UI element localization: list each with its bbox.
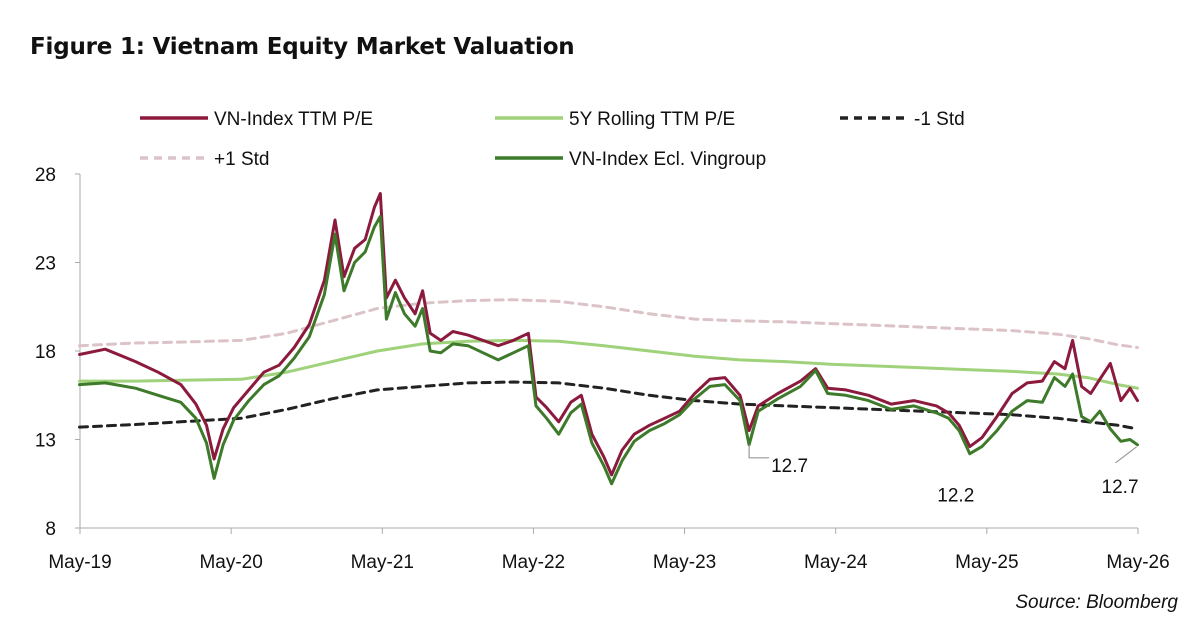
annotation-label: 12.7 bbox=[1102, 477, 1139, 498]
series-line-4 bbox=[78, 298, 1139, 349]
annotation-label: 12.7 bbox=[771, 456, 808, 477]
series-line-1 bbox=[78, 192, 1139, 477]
legend-label: -1 Std bbox=[914, 109, 965, 130]
annotations: 12.7 12.2 12.7 bbox=[748, 444, 1139, 507]
x-tick-label: May-21 bbox=[351, 552, 414, 573]
series-lines bbox=[78, 192, 1139, 486]
y-axis: 8 13 18 23 28 bbox=[35, 165, 81, 540]
y-tick-label: 13 bbox=[35, 431, 56, 452]
legend: VN-Index TTM P/E 5Y Rolling TTM P/E -1 Std… bbox=[140, 109, 965, 170]
series-line-2 bbox=[78, 338, 1139, 390]
legend-label: 5Y Rolling TTM P/E bbox=[569, 109, 735, 130]
x-tick-label: May-24 bbox=[804, 552, 868, 573]
annotation-leader bbox=[748, 444, 770, 459]
series-line-3 bbox=[78, 380, 1139, 431]
legend-label: VN-Index Ecl. Vingroup bbox=[569, 149, 766, 170]
x-tick-label: May-26 bbox=[1106, 552, 1169, 573]
y-tick-label: 23 bbox=[35, 254, 56, 275]
x-axis: May-19 May-20 May-21 May-22 May-23 May-24 May-… bbox=[48, 527, 1170, 573]
annotation-leader bbox=[1115, 446, 1137, 464]
legend-label: +1 Std bbox=[214, 149, 269, 170]
y-tick-label: 18 bbox=[35, 342, 56, 363]
x-tick-label: May-19 bbox=[48, 552, 111, 573]
x-tick-label: May-25 bbox=[955, 552, 1018, 573]
y-tick-label: 28 bbox=[35, 165, 56, 186]
series-line-5 bbox=[78, 215, 1139, 486]
legend-label: VN-Index TTM P/E bbox=[214, 109, 373, 130]
chart-title: Figure 1: Vietnam Equity Market Valuatio… bbox=[30, 34, 575, 60]
x-tick-label: May-23 bbox=[653, 552, 716, 573]
x-tick-label: May-22 bbox=[502, 552, 565, 573]
y-tick-label: 8 bbox=[45, 519, 56, 540]
source-note: Source: Bloomberg bbox=[1015, 592, 1178, 613]
x-tick-label: May-20 bbox=[199, 552, 262, 573]
annotation-label: 12.2 bbox=[937, 486, 974, 507]
